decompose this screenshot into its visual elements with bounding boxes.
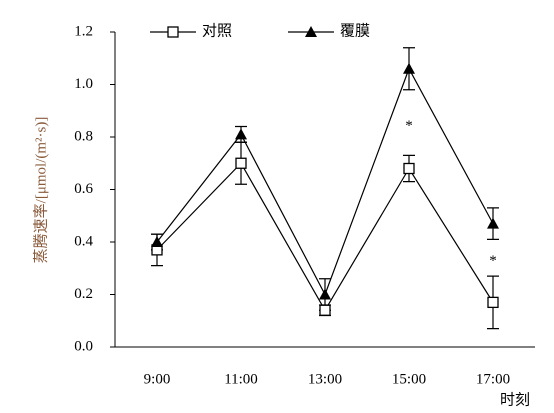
marker-triangle: [403, 62, 415, 74]
y-tick-label: 1.2: [74, 23, 93, 39]
marker-square: [487, 296, 499, 309]
legend-label: 覆膜: [340, 22, 370, 39]
legend-label: 对照: [202, 22, 232, 39]
legend-marker: [167, 26, 179, 38]
x-tick-label: 13:00: [308, 371, 342, 387]
y-tick-label: 0.8: [74, 128, 93, 144]
marker-triangle: [235, 128, 247, 140]
marker-triangle: [487, 217, 499, 229]
y-tick-label: 0.6: [74, 181, 93, 197]
y-tick-label: 1.0: [74, 76, 93, 92]
marker-triangle: [151, 236, 163, 247]
y-axis-label: 蒸腾速率/[μmol/(m²·s)]: [32, 117, 49, 264]
annotation: *: [405, 118, 413, 134]
x-tick-label: 9:00: [144, 371, 171, 387]
y-tick-label: 0.2: [74, 286, 93, 302]
series-line: [156, 67, 494, 296]
y-tick-label: 0.0: [74, 338, 93, 354]
annotation: *: [489, 253, 497, 269]
x-tick-label: 17:00: [476, 371, 510, 387]
marker-triangle: [319, 288, 331, 300]
marker-square: [403, 162, 415, 175]
x-tick-label: 11:00: [224, 371, 258, 387]
x-tick-label: 15:00: [392, 371, 426, 387]
marker-square: [235, 157, 247, 169]
legend-marker: [305, 26, 317, 37]
marker-square: [319, 304, 331, 316]
y-tick-label: 0.4: [74, 233, 93, 249]
x-axis-label: 时刻: [500, 391, 530, 408]
